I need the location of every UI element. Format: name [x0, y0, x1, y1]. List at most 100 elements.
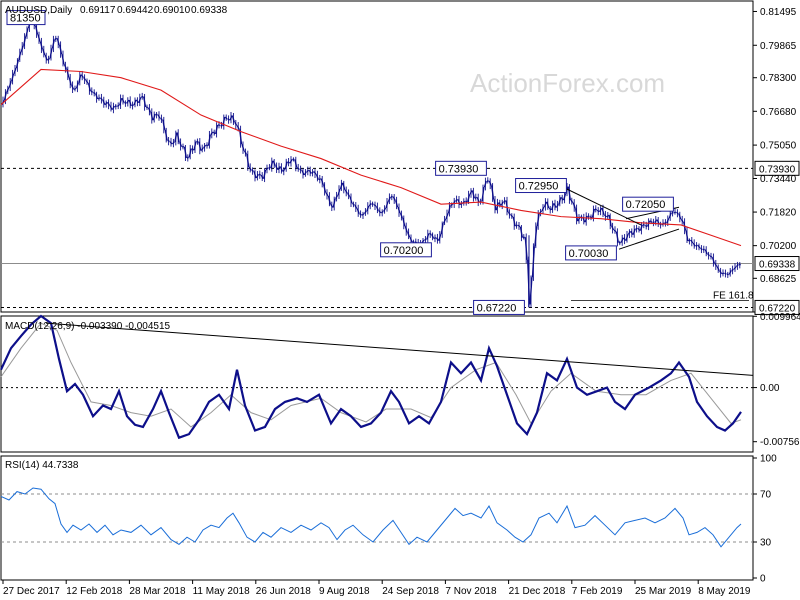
candle-body [630, 230, 634, 235]
candle-body [47, 57, 51, 61]
candle-body [366, 205, 370, 212]
candle-body [733, 266, 737, 270]
candle-body [239, 129, 243, 145]
candle-body [265, 167, 269, 171]
candle-body [87, 82, 91, 92]
candle-body [450, 203, 454, 206]
candle-body [395, 200, 399, 208]
price-ytick-label: 0.68625 [760, 274, 797, 285]
candle-body [258, 173, 261, 176]
candle-body [447, 205, 451, 214]
xtick-label: 26 Jun 2018 [256, 586, 311, 597]
candle-body [78, 74, 82, 83]
candle-body [284, 161, 288, 170]
candle-body [347, 192, 351, 197]
xtick-label: 9 Aug 2018 [319, 586, 370, 597]
candle-body [685, 230, 689, 242]
candle-body [517, 224, 521, 228]
candle-body [135, 99, 139, 104]
candle-body [700, 247, 703, 251]
candle-body [198, 141, 202, 151]
macd-trendline [45, 322, 754, 376]
price-header-high: 0.69442 [117, 5, 154, 16]
candle-body [608, 214, 612, 227]
candle-body [596, 209, 600, 213]
price-panel-frame [0, 0, 754, 313]
candle-body [111, 105, 115, 110]
candle-body [246, 153, 250, 168]
price-ytick-label: 0.81495 [760, 7, 797, 18]
candle-body [83, 76, 87, 81]
candle-body [253, 171, 257, 179]
candle-body [3, 91, 7, 101]
candle-body [164, 129, 168, 141]
candle-body [179, 141, 183, 148]
candle-body [203, 144, 207, 149]
level-price-label: 0.73930 [759, 164, 796, 175]
candle-body [623, 237, 627, 242]
candle-body [397, 206, 401, 214]
candle-body [205, 144, 209, 147]
xtick-label: 27 Dec 2017 [3, 586, 60, 597]
price-annotation: 0.72950 [519, 181, 559, 193]
candle-body [688, 239, 691, 242]
watermark: ActionForex.com [470, 68, 665, 98]
candle-body [503, 199, 506, 203]
candle-body [44, 54, 48, 61]
candle-body [296, 167, 300, 170]
candle-body [332, 198, 336, 208]
candle-body [311, 171, 315, 174]
candle-body [243, 150, 247, 155]
candle-body [409, 236, 413, 243]
candle-body [481, 186, 485, 202]
candle-body [515, 224, 518, 227]
candle-body [11, 73, 15, 82]
candle-body [320, 178, 324, 185]
candle-body [471, 190, 475, 199]
candle-body [431, 234, 435, 239]
candle-body [709, 255, 713, 258]
candle-body [104, 101, 108, 106]
macd-panel: 0.009964 0.00 -0.00756 [0, 312, 800, 448]
candle-body [140, 95, 144, 98]
candle-body [361, 213, 365, 216]
candle-body [294, 159, 298, 168]
candle-body [227, 118, 230, 121]
candle-body [207, 134, 211, 146]
candle-body [217, 124, 221, 127]
candle-body [534, 226, 538, 247]
level-price-box [754, 256, 800, 272]
candle-body [707, 253, 711, 257]
candle-body [344, 189, 348, 194]
candle-body [637, 227, 641, 232]
candle-body [476, 197, 480, 203]
price-annotation: 0.73930 [439, 163, 479, 175]
candle-body [116, 104, 120, 108]
xtick-label: 21 Dec 2018 [509, 586, 566, 597]
candle-body [152, 114, 156, 121]
candle-body [90, 90, 94, 93]
candle-body [735, 263, 739, 268]
candle-body [342, 182, 346, 190]
rsi-ytick-label: 0 [760, 574, 766, 585]
candle-body [445, 213, 449, 220]
candle-body [301, 170, 305, 176]
candle-body [54, 37, 58, 40]
candle-body [260, 174, 264, 180]
candle-body [176, 132, 180, 143]
candle-body [102, 99, 106, 106]
candle-body [51, 39, 55, 49]
rsi-header: RSI(14) 44.7338 [5, 460, 79, 471]
candle-body [42, 49, 46, 56]
candle-body [277, 166, 281, 171]
candle-body [632, 228, 636, 235]
candle-body [315, 174, 319, 180]
candle-body [711, 257, 715, 264]
price-ytick-label: 0.73440 [760, 174, 797, 185]
candle-body [666, 217, 670, 224]
price-ytick-label: 0.76680 [760, 107, 797, 118]
candle-body [474, 196, 478, 199]
price-header-symbol: AUDUSD,Daily [5, 5, 72, 16]
candle-body [551, 203, 555, 211]
macd-signal-line [0, 322, 742, 428]
